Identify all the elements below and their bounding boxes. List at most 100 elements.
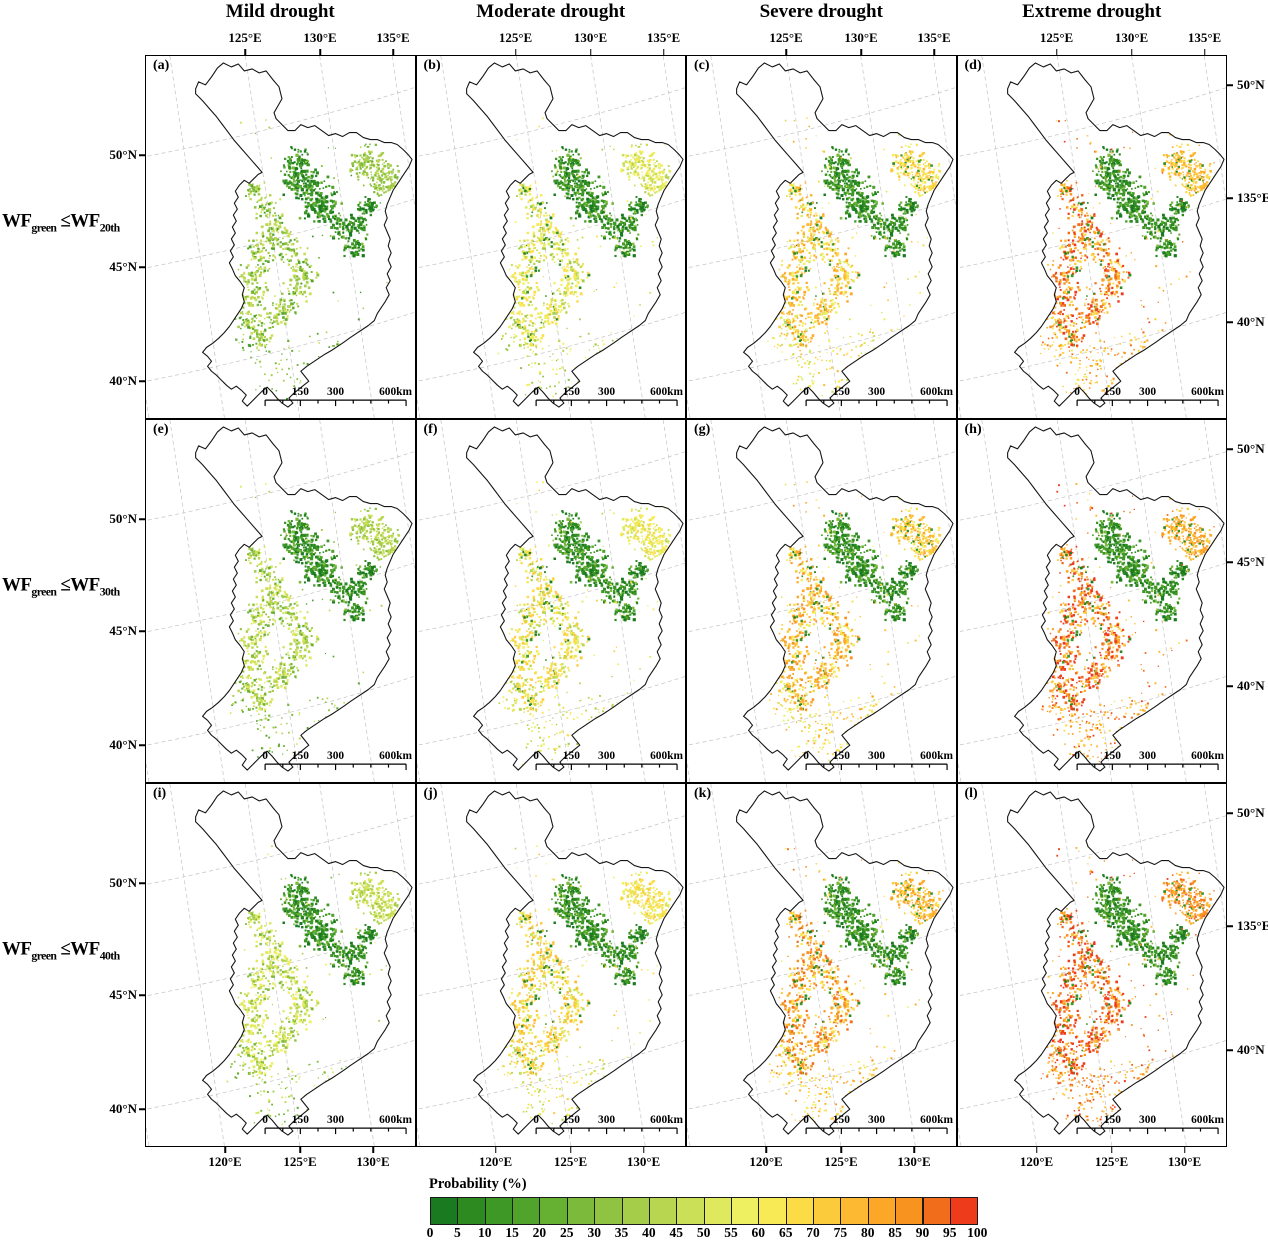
colorbar-tick-label: 70 <box>806 1225 820 1240</box>
top-axis-label: 125°E <box>769 30 803 45</box>
graticule <box>687 56 956 418</box>
probability-speckles <box>767 117 949 404</box>
colorbar-segment <box>676 1197 705 1225</box>
bottom-tick <box>1110 1147 1113 1153</box>
probability-speckles <box>1040 481 1221 766</box>
left-tick <box>139 994 145 996</box>
colorbar-title: Probability (%) <box>429 1176 527 1192</box>
map-svg: 0 150 300 600km <box>146 56 415 418</box>
colorbar-segment <box>539 1197 568 1225</box>
graticule <box>416 56 685 418</box>
scalebar-label: 0 <box>533 1114 539 1126</box>
scalebar-end-label: 600km <box>1191 1114 1224 1126</box>
scalebar-label: 300 <box>1139 1114 1156 1126</box>
scalebar-label: 150 <box>292 750 309 762</box>
colorbar-segment <box>594 1197 623 1225</box>
right-tick <box>1227 925 1233 927</box>
graticule <box>146 420 415 782</box>
colorbar-segment <box>949 1197 979 1225</box>
panel-letter: (a) <box>153 58 170 73</box>
left-axis-label: 45°N <box>109 987 137 1002</box>
map-panel-j: 0 150 300 600km (j) <box>415 783 686 1147</box>
colorbar-tick-label: 30 <box>587 1225 601 1240</box>
top-tick <box>1055 49 1058 55</box>
wf-percentile-subscript: 30th <box>99 585 120 599</box>
colorbar-segment <box>648 1197 678 1225</box>
scale-bar: 0 150 300 600km <box>533 1114 683 1135</box>
graticule <box>416 420 685 782</box>
colorbar-tick-label: 55 <box>724 1225 738 1240</box>
left-tick <box>139 1108 145 1110</box>
panel-letter: (c) <box>694 58 710 73</box>
scalebar-label: 300 <box>868 750 885 762</box>
column-title: Severe drought <box>759 1 883 22</box>
top-axis-label: 125°E <box>498 30 533 45</box>
scalebar-end-label: 600km <box>920 750 953 762</box>
northeast-china-outline <box>1006 790 1225 1136</box>
scalebar-label: 300 <box>868 386 885 398</box>
top-axis-label: 130°E <box>573 30 608 45</box>
top-axis-label: 135°E <box>1187 30 1222 45</box>
scalebar-label: 150 <box>833 750 850 762</box>
map-svg: 0 150 300 600km <box>687 420 956 782</box>
colorbar-tick-label: 65 <box>778 1225 793 1240</box>
right-tick <box>1227 197 1233 199</box>
bottom-axis-label: 125°E <box>283 1154 317 1169</box>
left-axis-label: 50°N <box>109 875 137 890</box>
graticule <box>687 784 956 1146</box>
scalebar-label: 0 <box>803 750 809 762</box>
scale-bar: 0 150 300 600km <box>533 750 683 771</box>
left-tick <box>139 266 145 268</box>
scalebar-label: 300 <box>598 750 615 762</box>
bottom-axis-label: 130°E <box>897 1154 931 1169</box>
colorbar-tick-label: 25 <box>560 1225 574 1240</box>
probability-speckles <box>497 481 679 766</box>
scalebar-label: 300 <box>1139 750 1156 762</box>
scalebar-label: 0 <box>1074 386 1080 398</box>
colorbar-segment <box>840 1197 869 1225</box>
scale-bar: 0 150 300 600km <box>262 1114 413 1135</box>
scalebar-label: 300 <box>1139 386 1156 398</box>
wf-subscript: green <box>31 221 57 235</box>
colorbar-tick-label: 40 <box>642 1225 656 1240</box>
graticule <box>957 784 1226 1146</box>
panel-letter: (d) <box>964 58 982 73</box>
right-axis-label: 40°N <box>1237 314 1265 329</box>
map-svg: 0 150 300 600km <box>687 784 956 1146</box>
colorbar-tick-label: 45 <box>669 1225 683 1240</box>
colorbar-tick-label: 95 <box>943 1225 957 1240</box>
northeast-china-outline <box>736 426 954 772</box>
graticule <box>146 56 415 418</box>
map-panel-e: 0 150 300 600km (e) <box>145 419 416 783</box>
map-panel-k: 0 150 300 600km (k) <box>686 783 957 1147</box>
scalebar-label: 300 <box>868 1114 885 1126</box>
map-panel-f: 0 150 300 600km (f) <box>415 419 686 783</box>
right-tick <box>1227 448 1233 450</box>
bottom-tick <box>1035 1147 1038 1153</box>
scalebar-end-label: 600km <box>1191 386 1224 398</box>
scalebar-label: 150 <box>562 1114 579 1126</box>
scale-bar: 0 150 300 600km <box>262 750 413 771</box>
top-tick <box>860 49 862 55</box>
northeast-china-outline <box>736 790 954 1136</box>
colorbar-tick-label: 75 <box>833 1225 848 1240</box>
right-axis-label: 135°E <box>1237 918 1268 933</box>
bottom-tick <box>765 1147 767 1153</box>
top-axis-label: 125°E <box>228 30 262 45</box>
bottom-axis-label: 125°E <box>1094 1154 1129 1169</box>
scalebar-end-label: 600km <box>379 750 412 762</box>
scale-bar: 0 150 300 600km <box>1074 750 1224 771</box>
northeast-china-outline <box>195 426 413 772</box>
northeast-china-outline <box>465 426 684 772</box>
scalebar-end-label: 600km <box>920 1114 953 1126</box>
scale-bar: 0 150 300 600km <box>803 750 954 771</box>
graticule <box>146 784 415 1146</box>
scalebar-label: 150 <box>1103 1114 1120 1126</box>
map-svg: 0 150 300 600km <box>416 784 685 1146</box>
map-svg: 0 150 300 600km <box>957 784 1226 1146</box>
wf-subscript: green <box>31 585 57 599</box>
scalebar-label: 150 <box>562 386 579 398</box>
right-axis-label: 40°N <box>1237 678 1265 693</box>
colorbar-segment <box>457 1197 486 1225</box>
